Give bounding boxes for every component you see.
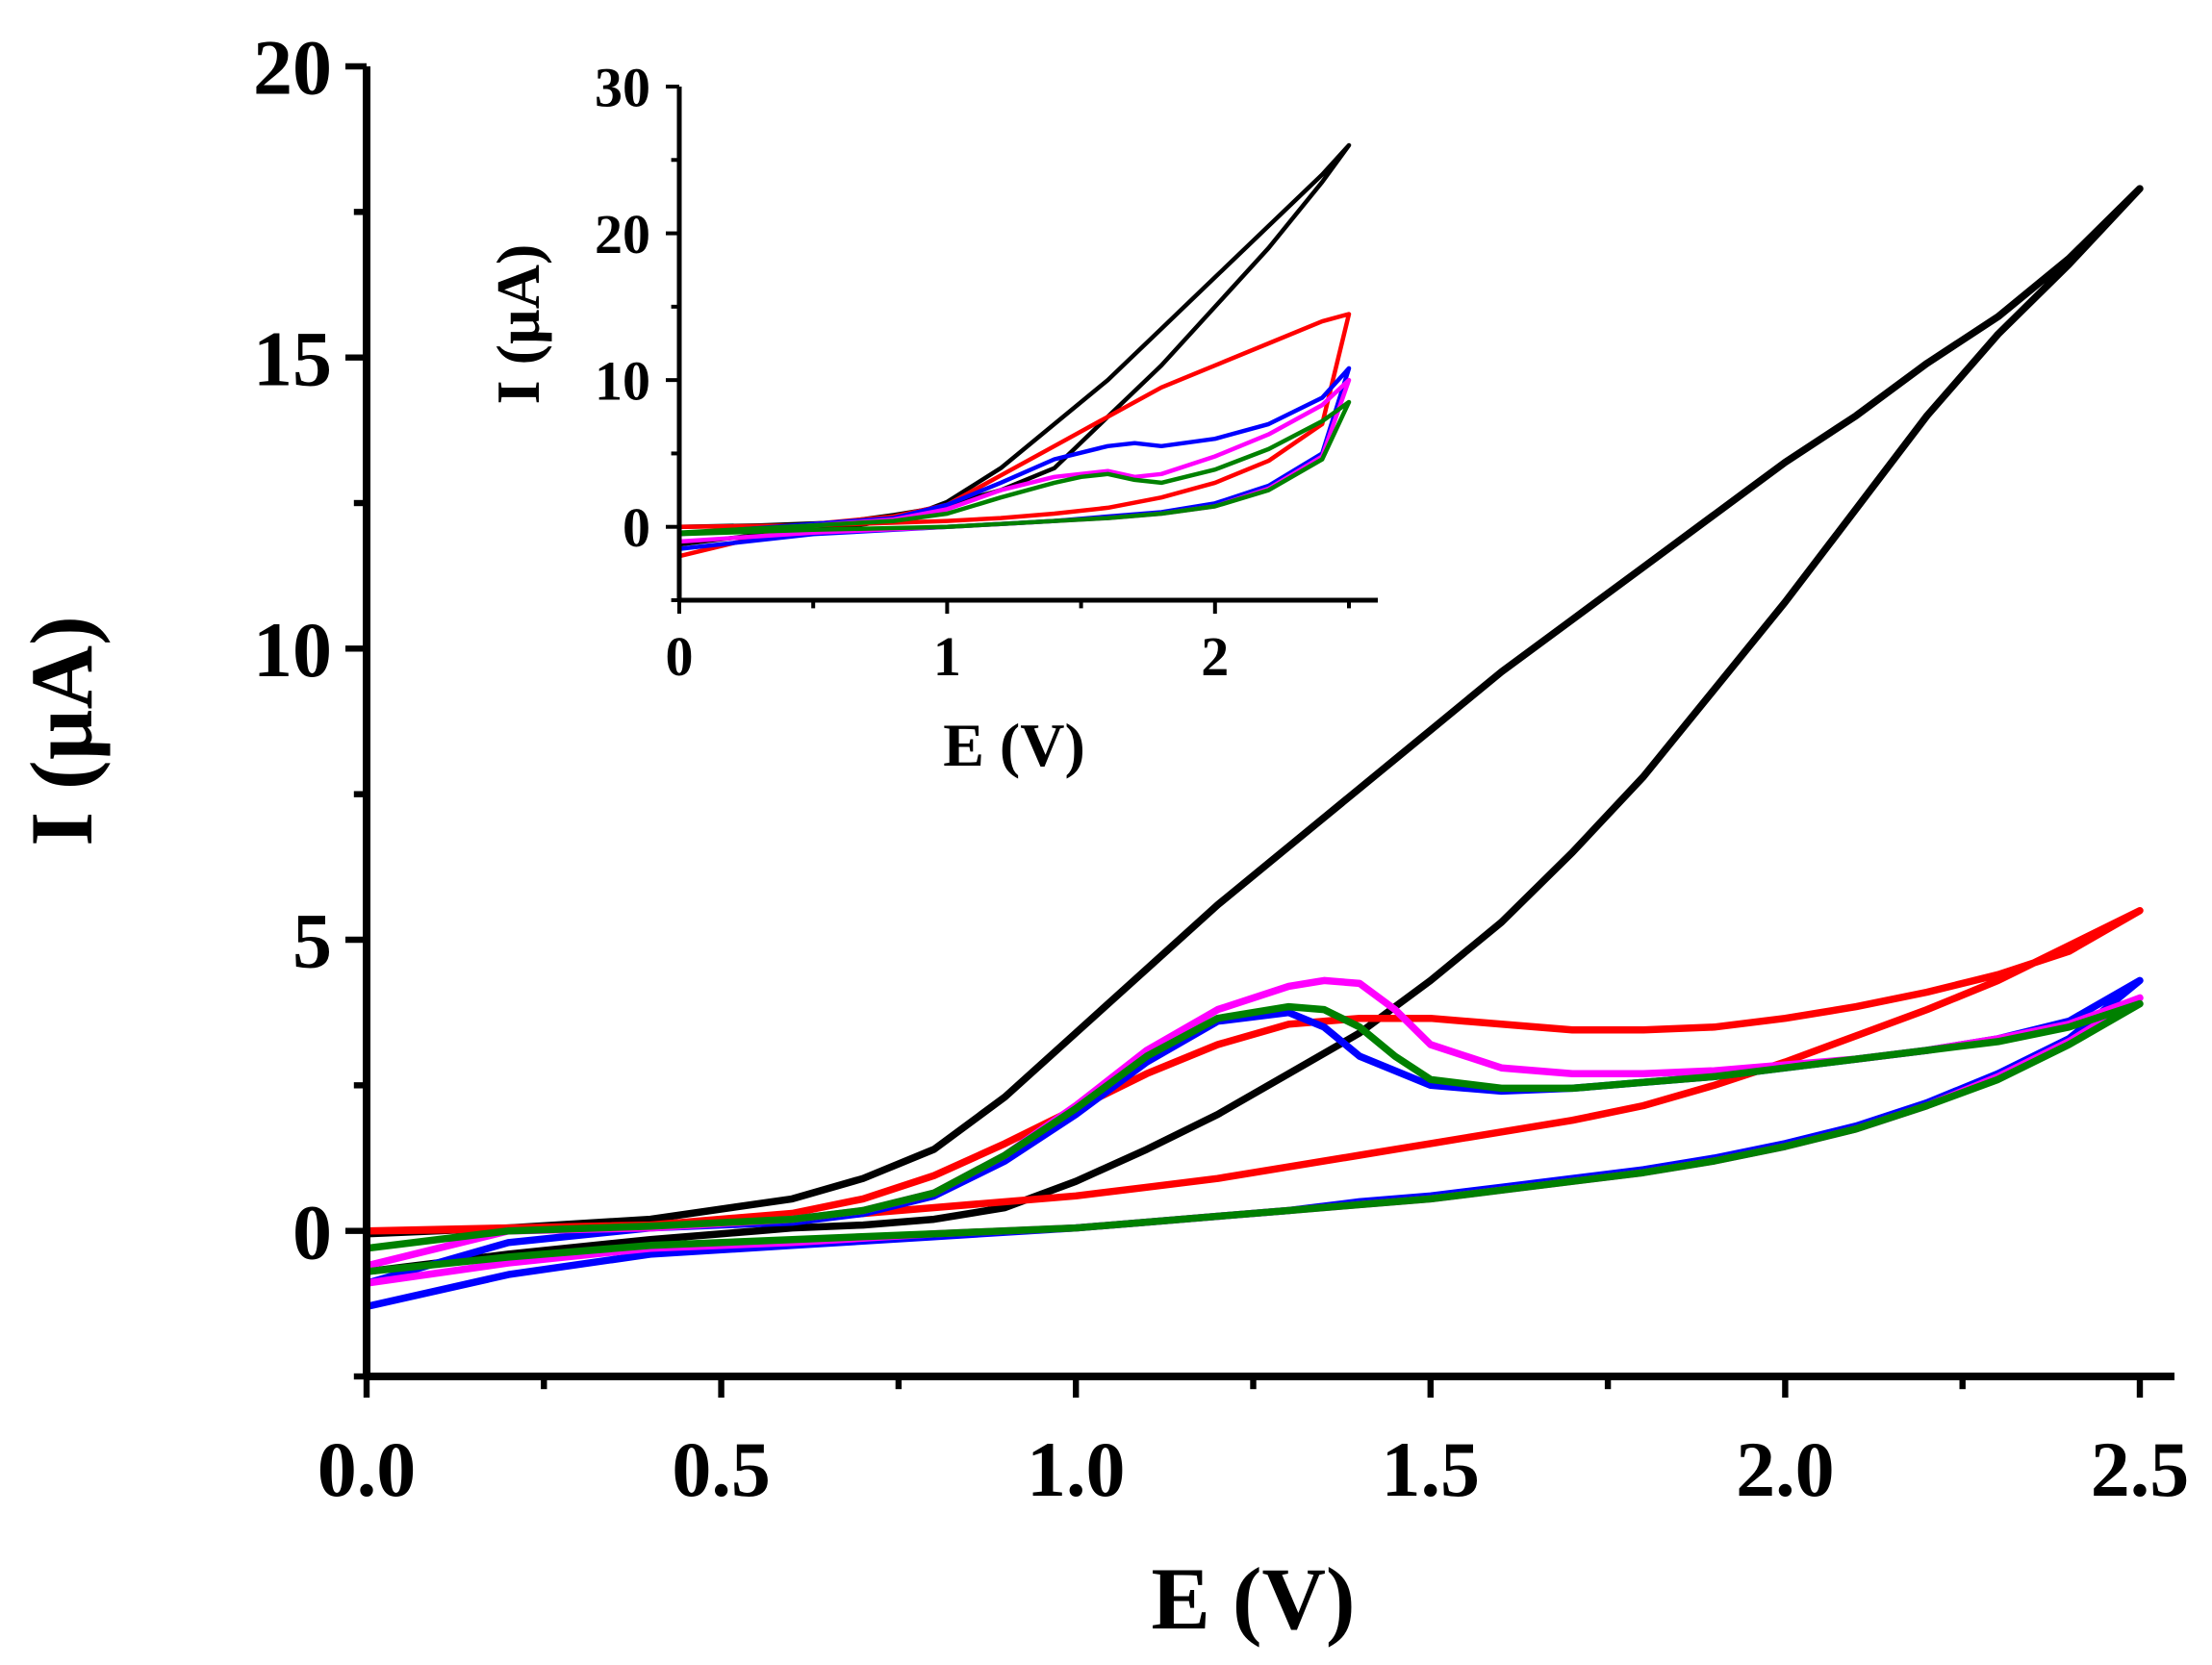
main-series-line-2	[363, 906, 2144, 1235]
inset-x-tick-label: 1	[933, 625, 961, 688]
inset-x-tick-label: 2	[1201, 625, 1229, 688]
inset-y-axis-title: I (µA)	[484, 244, 552, 405]
inset-series-line-2	[676, 312, 1352, 559]
inset-y-tick-label: 0	[623, 496, 650, 559]
inset-x-tick-label: 0	[666, 625, 694, 688]
main-x-axis-title: E (V)	[1151, 1550, 1355, 1648]
main-x-tick-label: 2.5	[2091, 1425, 2190, 1513]
inset-y-tick-label: 30	[595, 56, 650, 118]
main-series-line-1	[363, 185, 2144, 1275]
main-x-tick-label: 1.5	[1382, 1425, 1481, 1513]
main-y-tick-label: 15	[253, 315, 332, 402]
main-x-tick-label: 0.5	[672, 1425, 771, 1513]
main-y-tick-label: 20	[253, 24, 332, 112]
main-x-tick-label: 2.0	[1736, 1425, 1835, 1513]
inset-x-axis-title: E (V)	[943, 711, 1085, 779]
inset-y-tick-label: 10	[595, 349, 650, 412]
main-y-axis-title: I (µA)	[13, 616, 111, 846]
inset-series-line-1	[676, 142, 1352, 547]
main-y-tick-label: 10	[253, 606, 332, 694]
inset-series-line-5	[676, 399, 1352, 537]
main-x-tick-label: 1.0	[1027, 1425, 1126, 1513]
main-y-tick-label: 5	[292, 897, 332, 985]
main-series-line-5	[363, 999, 2144, 1275]
inset-y-tick-label: 20	[595, 203, 650, 265]
main-y-tick-label: 0	[292, 1188, 332, 1275]
main-x-tick-label: 0.0	[318, 1425, 417, 1513]
